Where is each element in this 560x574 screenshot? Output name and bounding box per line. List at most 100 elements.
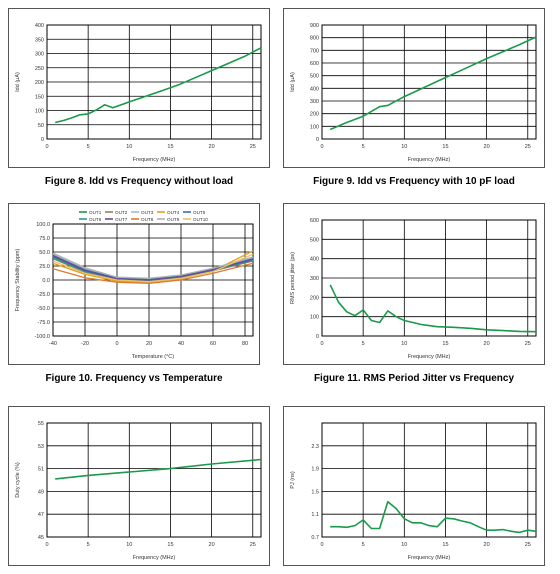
y-tick-label: 0.0 bbox=[42, 278, 50, 284]
y-tick-label: 400 bbox=[310, 86, 319, 92]
legend-label: OUT5 bbox=[193, 210, 206, 215]
x-tick-label: 60 bbox=[210, 341, 216, 347]
x-tick-label: 10 bbox=[401, 341, 407, 347]
x-tick-label: 0 bbox=[320, 341, 323, 347]
legend-label: OUT8 bbox=[141, 217, 154, 222]
chart-panel-rms-jitter: 0 100 200 300 400 500 600 0 5 10 15 20 25 Frequency (… bbox=[283, 203, 545, 365]
x-tick-label: 20 bbox=[484, 341, 490, 347]
legend-label: OUT4 bbox=[167, 210, 180, 215]
y-tick-label: 800 bbox=[310, 36, 319, 42]
y-tick-label: 100 bbox=[310, 315, 319, 321]
x-tick-label: 5 bbox=[87, 542, 90, 548]
x-tick-label: 20 bbox=[146, 341, 152, 347]
y-tick-label: 900 bbox=[310, 23, 319, 29]
chart-panel-freq-vs-temp: -100.0 -75.0 -50.0 -25.0 0.0 25.0 50.0 75.0 100.… bbox=[8, 203, 260, 365]
y-tick-label: 2.3 bbox=[311, 444, 319, 450]
y-tick-label: 53 bbox=[38, 444, 44, 450]
x-tick-label: -20 bbox=[81, 341, 89, 347]
y-tick-label: 1.1 bbox=[311, 512, 319, 518]
y-tick-label: 300 bbox=[310, 99, 319, 105]
plot-area bbox=[321, 422, 537, 538]
x-tick-label: 25 bbox=[525, 341, 531, 347]
x-tick-label: 40 bbox=[178, 341, 184, 347]
x-tick-label: 20 bbox=[209, 542, 215, 548]
y-tick-label: 400 bbox=[310, 257, 319, 263]
x-tick-label: 5 bbox=[362, 144, 365, 150]
legend-label: OUT3 bbox=[141, 210, 154, 215]
y-tick-label: 25.0 bbox=[39, 264, 50, 270]
y-tick-label: 700 bbox=[310, 48, 319, 54]
y-tick-label: 500 bbox=[310, 237, 319, 243]
y-tick-label: 0 bbox=[316, 334, 319, 340]
y-tick-label: -100.0 bbox=[34, 334, 50, 340]
y-tick-label: 200 bbox=[310, 295, 319, 301]
duty-cycle-chart: 45 47 49 51 53 55 0 5 10 15 20 25 Frequency (MHz) Dut… bbox=[15, 421, 262, 561]
series-line-data bbox=[329, 284, 537, 333]
y-tick-label: 350 bbox=[35, 37, 44, 43]
y-tick-label: 150 bbox=[35, 94, 44, 100]
series-line-out9 bbox=[52, 252, 254, 279]
y-tick-label: 600 bbox=[310, 218, 319, 224]
y-axis-label: RMS period jitter (ps) bbox=[290, 252, 296, 304]
x-tick-label: 0 bbox=[45, 144, 48, 150]
x-axis-label: Frequency (MHz) bbox=[408, 555, 451, 561]
x-axis-label: Frequency (MHz) bbox=[408, 354, 451, 360]
plot-area bbox=[321, 24, 537, 140]
x-tick-label: 15 bbox=[442, 542, 448, 548]
series-line-data bbox=[55, 47, 262, 124]
figure-8-caption: Figure 8. Idd vs Frequency without load bbox=[44, 176, 234, 187]
chart-panel-duty-cycle: 45 47 49 51 53 55 0 5 10 15 20 25 Frequency (MHz) Dut… bbox=[8, 406, 270, 566]
y-tick-label: -50.0 bbox=[37, 306, 50, 312]
y-tick-label: 1.5 bbox=[311, 489, 319, 495]
y-tick-label: 300 bbox=[310, 276, 319, 282]
x-tick-label: 5 bbox=[362, 341, 365, 347]
series-line-out8 bbox=[52, 262, 254, 285]
x-tick-label: 15 bbox=[442, 144, 448, 150]
y-tick-label: 0 bbox=[316, 137, 319, 143]
x-tick-label: 0 bbox=[320, 144, 323, 150]
y-tick-label: 47 bbox=[38, 512, 44, 518]
x-tick-label: 20 bbox=[484, 542, 490, 548]
y-axis-label: Duty cycle (%) bbox=[15, 462, 21, 498]
x-tick-label: 10 bbox=[401, 542, 407, 548]
x-tick-label: -40 bbox=[49, 341, 57, 347]
x-tick-label: 0 bbox=[115, 341, 118, 347]
y-tick-label: 400 bbox=[35, 23, 44, 29]
y-axis-label: PJ (ns) bbox=[290, 471, 296, 489]
x-tick-label: 10 bbox=[126, 542, 132, 548]
legend-label: OUT2 bbox=[115, 210, 128, 215]
series-line-data bbox=[330, 500, 537, 534]
y-tick-label: 200 bbox=[35, 80, 44, 86]
y-tick-label: 500 bbox=[310, 74, 319, 80]
y-axis-label: Idd (µA) bbox=[15, 72, 21, 92]
x-tick-label: 20 bbox=[484, 144, 490, 150]
period-jitter-chart: 0.7 1.1 1.5 1.9 2.3 0 5 10 15 20 25 Frequency (MHz)… bbox=[290, 422, 537, 561]
x-axis-label: Frequency (MHz) bbox=[133, 157, 176, 163]
x-axis-label: Frequency (MHz) bbox=[133, 555, 176, 561]
y-tick-label: 200 bbox=[310, 112, 319, 118]
y-tick-label: 51 bbox=[38, 467, 44, 473]
x-tick-label: 15 bbox=[167, 542, 173, 548]
x-tick-label: 0 bbox=[320, 542, 323, 548]
legend-label: OUT10 bbox=[193, 217, 208, 222]
series-line-data bbox=[329, 36, 537, 131]
x-tick-label: 5 bbox=[87, 144, 90, 150]
plot-area bbox=[46, 422, 262, 538]
x-tick-label: 0 bbox=[45, 542, 48, 548]
x-tick-label: 15 bbox=[167, 144, 173, 150]
x-tick-label: 25 bbox=[250, 144, 256, 150]
y-tick-label: 300 bbox=[35, 52, 44, 58]
y-axis-label: Frequency Stability (ppm) bbox=[15, 249, 21, 312]
x-tick-label: 15 bbox=[442, 341, 448, 347]
series-line-data bbox=[55, 458, 262, 480]
y-tick-label: 0.7 bbox=[311, 535, 319, 541]
x-tick-label: 25 bbox=[525, 144, 531, 150]
y-tick-label: 100 bbox=[35, 109, 44, 115]
y-tick-label: 0 bbox=[41, 137, 44, 143]
y-tick-label: 45 bbox=[38, 535, 44, 541]
legend-label: OUT6 bbox=[89, 217, 102, 222]
chart-panel-idd-no-load: 0 50 100 150 200 250 300 350 400 0 5 10 15 20 25 Freque… bbox=[8, 8, 270, 168]
figure-9-caption: Figure 9. Idd vs Frequency with 10 pF lo… bbox=[313, 176, 515, 187]
y-tick-label: 100 bbox=[310, 124, 319, 130]
series-line-out10 bbox=[52, 253, 254, 283]
